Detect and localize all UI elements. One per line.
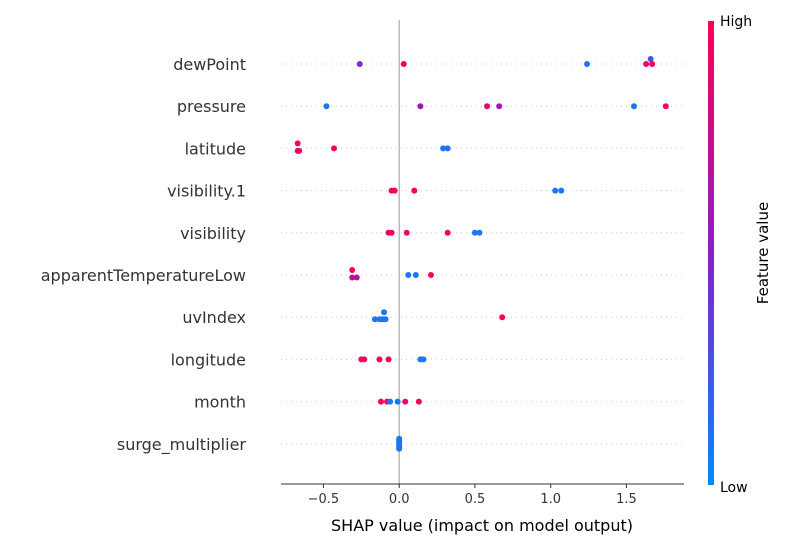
data-point-uvIndex	[499, 314, 506, 321]
data-point-longitude	[385, 356, 392, 363]
data-point-apparentTemperatureLow	[405, 272, 412, 278]
colorbar-low-label: Low	[720, 480, 748, 496]
x-axis-label: SHAP value (impact on model output)	[331, 516, 633, 535]
feature-label: month	[194, 393, 246, 412]
data-point-latitude	[331, 145, 338, 152]
data-point-month	[415, 398, 422, 405]
data-point-latitude	[296, 147, 303, 154]
data-point-month	[387, 398, 394, 405]
x-tick-label: 0.0	[389, 492, 410, 507]
data-point-longitude	[376, 356, 383, 363]
data-point-surge_multiplier	[396, 445, 403, 452]
data-point-dewPoint	[356, 61, 363, 67]
data-point-longitude	[420, 356, 427, 363]
data-point-pressure	[417, 103, 424, 110]
data-point-pressure	[662, 103, 669, 110]
feature-label: visibility.1	[167, 182, 246, 201]
data-point-visibility.1	[558, 187, 565, 194]
feature-label: apparentTemperatureLow	[41, 266, 246, 285]
feature-label: dewPoint	[173, 55, 246, 74]
data-point-apparentTemperatureLow	[349, 267, 356, 273]
x-tick-label: −0.5	[308, 492, 340, 507]
data-point-dewPoint	[584, 61, 591, 67]
feature-label: pressure	[177, 97, 246, 116]
feature-label: surge_multiplier	[117, 435, 247, 455]
data-point-pressure	[484, 103, 491, 110]
feature-label: visibility	[180, 224, 246, 243]
feature-labels: dewPoint pressure latitude visibility.1 visi…	[41, 55, 247, 455]
feature-label: latitude	[185, 139, 246, 158]
data-point-longitude	[361, 356, 368, 363]
data-points	[294, 56, 669, 452]
data-point-visibility.1	[411, 187, 418, 194]
data-point-dewPoint	[649, 61, 656, 67]
data-point-apparentTemperatureLow	[427, 272, 434, 278]
x-tick-label: 0.5	[465, 492, 486, 507]
row-guide-lines	[281, 63, 684, 445]
data-point-month	[377, 398, 384, 405]
data-point-latitude	[444, 145, 451, 152]
data-point-visibility.1	[552, 187, 559, 194]
x-tick-label: 1.0	[540, 492, 561, 507]
data-point-visibility	[444, 229, 451, 236]
colorbar-title: Feature value	[754, 202, 772, 304]
colorbar	[708, 21, 714, 485]
feature-label: uvIndex	[182, 308, 246, 327]
data-point-pressure	[631, 103, 638, 110]
data-point-latitude	[294, 140, 301, 147]
data-point-apparentTemperatureLow	[349, 274, 356, 281]
data-point-visibility	[403, 229, 410, 236]
data-point-apparentTemperatureLow	[412, 272, 419, 278]
data-point-visibility.1	[391, 187, 398, 194]
data-point-pressure	[323, 103, 330, 110]
data-point-uvIndex	[381, 309, 388, 316]
data-point-visibility	[476, 229, 483, 236]
x-axis-ticks: −0.5 0.0 0.5 1.0 1.5	[308, 484, 637, 507]
colorbar-high-label: High	[720, 14, 752, 30]
data-point-dewPoint	[647, 56, 654, 62]
data-point-month	[402, 398, 409, 405]
data-point-dewPoint	[400, 61, 407, 67]
data-point-uvIndex	[382, 316, 389, 323]
data-point-visibility	[388, 229, 395, 236]
data-point-latitude	[440, 145, 447, 152]
data-point-uvIndex	[371, 316, 378, 323]
data-point-apparentTemperatureLow	[353, 274, 360, 281]
data-point-visibility	[471, 229, 478, 236]
feature-label: longitude	[171, 350, 246, 369]
data-point-month	[394, 398, 401, 405]
data-point-pressure	[496, 103, 503, 110]
data-point-dewPoint	[643, 61, 650, 67]
x-tick-label: 1.5	[616, 492, 637, 507]
